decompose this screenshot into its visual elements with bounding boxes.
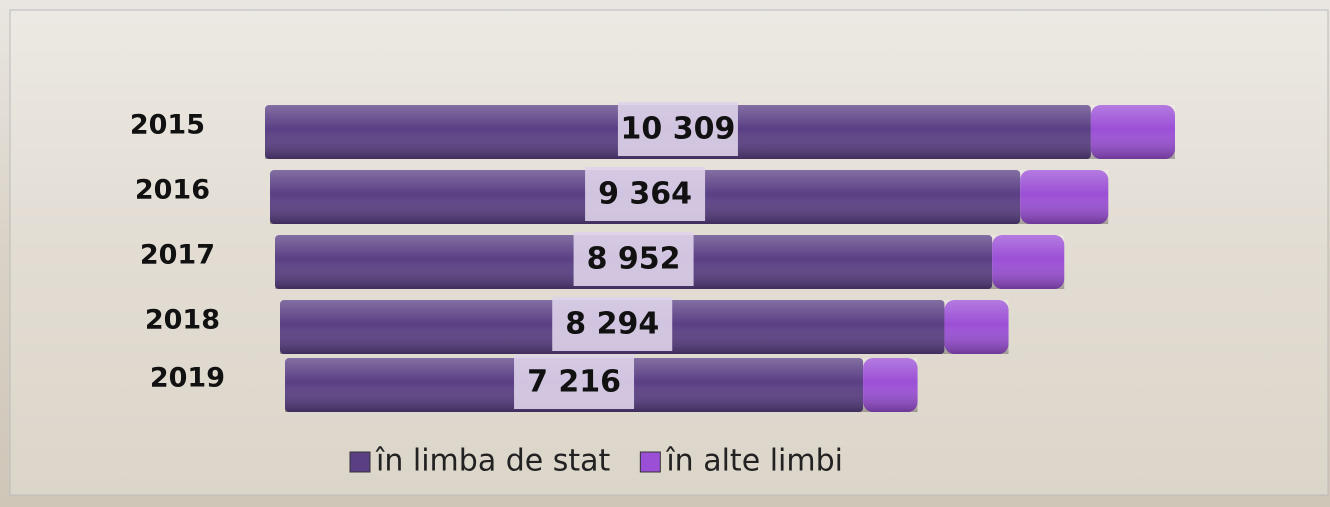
bar-shade (863, 358, 917, 412)
y-tick-label: 2017 (140, 240, 215, 271)
legend-label: în alte limbi (665, 444, 843, 479)
bar-shade (1091, 105, 1175, 159)
legend-swatch (640, 452, 660, 472)
bar-shade (992, 235, 1064, 289)
legend-label: în limba de stat (375, 444, 611, 479)
data-label: 10 309 (621, 112, 736, 147)
y-tick-label: 2015 (130, 110, 205, 141)
data-label: 9 364 (598, 177, 692, 212)
y-tick-label: 2019 (150, 363, 225, 394)
bar-shade (944, 300, 1008, 354)
bar-shade (1020, 170, 1108, 224)
y-tick-label: 2016 (135, 175, 210, 206)
data-label: 8 952 (587, 242, 681, 277)
data-label: 8 294 (565, 307, 659, 342)
chart: 2015 10 309 2016 9 364 2017 8 952 2018 8 294 201… (0, 0, 1330, 507)
data-label: 7 216 (527, 365, 621, 400)
legend-swatch (350, 452, 370, 472)
y-tick-label: 2018 (145, 305, 220, 336)
